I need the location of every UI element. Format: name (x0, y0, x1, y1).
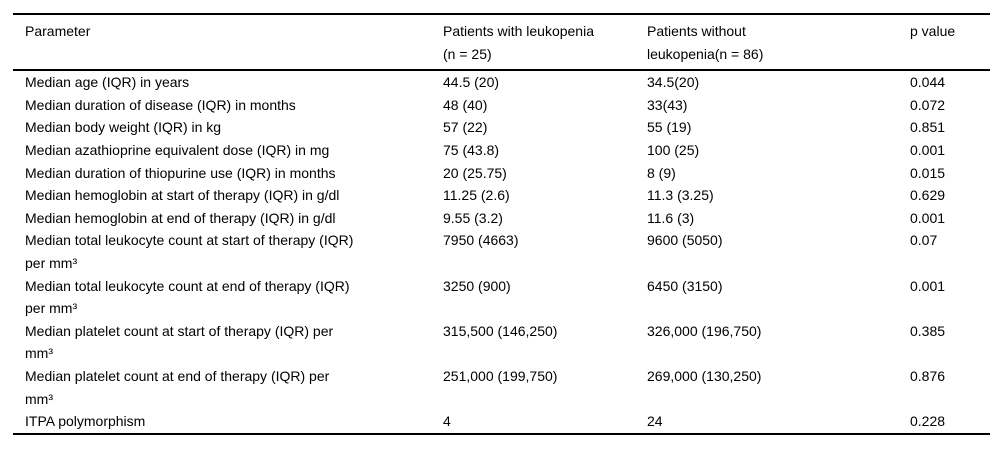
cell-parameter: Median total leukocyte count at start of… (13, 229, 443, 274)
table-row: Median duration of thiopurine use (IQR) … (13, 162, 990, 185)
cell-parameter: Median azathioprine equivalent dose (IQR… (13, 139, 443, 162)
table-row: Median hemoglobin at end of therapy (IQR… (13, 207, 990, 230)
cell-p-value: 0.072 (910, 96, 946, 113)
cell-parameter: Median body weight (IQR) in kg (13, 116, 443, 139)
parameter-line: per mm³ (25, 300, 78, 317)
cell-patients-with-leukopenia: 48 (40) (443, 96, 488, 113)
cell-patients-without-leukopenia: 269,000 (130,250) (647, 367, 762, 384)
table-row: Median body weight (IQR) in kg 57 (22) 55 … (13, 116, 990, 139)
cell-patients-without-leukopenia: 11.3 (3.25) (647, 187, 714, 204)
paper-table-page: Parameter Patients with leukopenia (n = … (13, 13, 990, 435)
cell-parameter: Median total leukocyte count at end of t… (13, 275, 443, 320)
parameter-line: Median duration of thiopurine use (IQR) … (25, 164, 336, 181)
cell-patients-without-leukopenia: 55 (19) (647, 119, 692, 136)
col-header-p-value: p value (910, 14, 990, 70)
cell-parameter: Median age (IQR) in years (13, 70, 443, 94)
parameter-line: Median total leukocyte count at end of t… (25, 277, 350, 294)
cell-patients-without-leukopenia: 100 (25) (647, 141, 700, 158)
cell-patients-without-leukopenia: 9600 (5050) (647, 232, 723, 249)
parameter-line: Median azathioprine equivalent dose (IQR… (25, 141, 330, 158)
col-header-patients-with-leukopenia: Patients with leukopenia (n = 25) (443, 14, 647, 70)
table-row: Median platelet count at start of therap… (13, 320, 990, 365)
cell-patients-with-leukopenia: 44.5 (20) (443, 74, 500, 91)
cell-patients-without-leukopenia: 34.5(20) (647, 74, 700, 91)
cell-p-value: 0.851 (910, 119, 946, 136)
cell-p-value: 0.001 (910, 277, 946, 294)
table-row: Median duration of disease (IQR) in mont… (13, 94, 990, 117)
table-row: ITPA polymorphism 4 24 0.228 (13, 410, 990, 434)
parameter-line: Median hemoglobin at start of therapy (I… (25, 187, 340, 204)
cell-patients-with-leukopenia: 11.25 (2.6) (443, 187, 510, 204)
cell-parameter: Median hemoglobin at start of therapy (I… (13, 184, 443, 207)
cell-patients-with-leukopenia: 7950 (4663) (443, 232, 519, 249)
cell-parameter: ITPA polymorphism (13, 410, 443, 434)
cell-p-value: 0.228 (910, 413, 946, 430)
cell-p-value: 0.015 (910, 164, 946, 181)
table-row: Median age (IQR) in years 44.5 (20) 34.5(2… (13, 70, 990, 94)
parameter-line: Median platelet count at end of therapy … (25, 367, 330, 384)
cell-p-value: 0.876 (910, 367, 946, 384)
cell-parameter: Median duration of disease (IQR) in mont… (13, 94, 443, 117)
cell-p-value: 0.001 (910, 209, 946, 226)
parameter-line: Median body weight (IQR) in kg (25, 119, 222, 136)
header-row: Parameter Patients with leukopenia (n = … (13, 14, 990, 71)
parameter-line: mm³ (25, 390, 53, 407)
parameter-line: per mm³ (25, 254, 78, 271)
cell-parameter: Median platelet count at start of therap… (13, 320, 443, 365)
cell-p-value: 0.001 (910, 141, 946, 158)
col-header-parameter: Parameter (13, 14, 443, 70)
table-row: Median hemoglobin at start of therapy (I… (13, 184, 990, 207)
table-row: Median azathioprine equivalent dose (IQR… (13, 139, 990, 162)
leukopenia-comparison-table: Parameter Patients with leukopenia (n = … (13, 13, 990, 435)
cell-patients-with-leukopenia: 251,000 (199,750) (443, 367, 558, 384)
parameter-line: Median total leukocyte count at start of… (25, 232, 354, 249)
cell-patients-with-leukopenia: 3250 (900) (443, 277, 511, 294)
header-line: Patients with leukopenia (443, 23, 594, 39)
header-line: leukopenia(n = 86) (647, 45, 764, 62)
cell-parameter: Median duration of thiopurine use (IQR) … (13, 162, 443, 185)
cell-patients-with-leukopenia: 315,500 (146,250) (443, 322, 558, 339)
cell-p-value: 0.044 (910, 74, 946, 91)
cell-patients-without-leukopenia: 8 (9) (647, 164, 676, 181)
parameter-line: Median age (IQR) in years (25, 74, 190, 91)
table-row: Median total leukocyte count at start of… (13, 229, 990, 274)
cell-patients-without-leukopenia: 33(43) (647, 96, 688, 113)
table-body: Median age (IQR) in years 44.5 (20) 34.5(2… (13, 70, 990, 434)
cell-patients-with-leukopenia: 9.55 (3.2) (443, 209, 503, 226)
parameter-line: ITPA polymorphism (25, 413, 146, 430)
cell-patients-with-leukopenia: 4 (443, 413, 451, 430)
cell-p-value: 0.629 (910, 187, 946, 204)
table-row: Median platelet count at end of therapy … (13, 365, 990, 410)
parameter-line: Median platelet count at start of therap… (25, 322, 334, 339)
cell-patients-with-leukopenia: 57 (22) (443, 119, 488, 136)
cell-patients-without-leukopenia: 326,000 (196,750) (647, 322, 762, 339)
table-row: Median total leukocyte count at end of t… (13, 275, 990, 320)
cell-patients-with-leukopenia: 75 (43.8) (443, 141, 500, 158)
parameter-line: mm³ (25, 345, 53, 362)
col-header-patients-without-leukopenia: Patients without leukopenia(n = 86) (647, 14, 910, 70)
cell-patients-with-leukopenia: 20 (25.75) (443, 164, 507, 181)
parameter-line: Median duration of disease (IQR) in mont… (25, 96, 296, 113)
header-line: p value (910, 23, 956, 39)
header-line: Parameter (25, 23, 91, 39)
header-line: (n = 25) (443, 45, 492, 62)
cell-p-value: 0.07 (910, 232, 938, 249)
table-header: Parameter Patients with leukopenia (n = … (13, 14, 990, 71)
cell-patients-without-leukopenia: 11.6 (3) (647, 209, 695, 226)
header-line: Patients without (647, 23, 746, 39)
parameter-line: Median hemoglobin at end of therapy (IQR… (25, 209, 336, 226)
cell-parameter: Median hemoglobin at end of therapy (IQR… (13, 207, 443, 230)
cell-parameter: Median platelet count at end of therapy … (13, 365, 443, 410)
cell-patients-without-leukopenia: 24 (647, 413, 663, 430)
cell-patients-without-leukopenia: 6450 (3150) (647, 277, 723, 294)
cell-p-value: 0.385 (910, 322, 946, 339)
